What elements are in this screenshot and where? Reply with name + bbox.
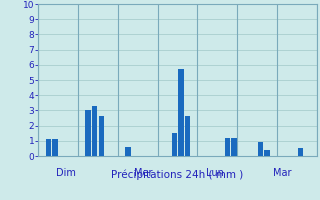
Bar: [85, 110, 91, 156]
X-axis label: Précipitations 24h ( mm ): Précipitations 24h ( mm ): [111, 170, 244, 180]
Bar: [178, 69, 184, 156]
Bar: [264, 150, 270, 156]
Text: Mer: Mer: [133, 168, 152, 178]
Bar: [225, 138, 230, 156]
Bar: [231, 138, 236, 156]
Bar: [46, 139, 51, 156]
Text: Mar: Mar: [273, 168, 291, 178]
Bar: [92, 106, 97, 156]
Text: Dim: Dim: [56, 168, 76, 178]
Bar: [298, 148, 303, 156]
Bar: [52, 139, 58, 156]
Bar: [258, 142, 263, 156]
Bar: [125, 147, 131, 156]
Text: Lun: Lun: [206, 168, 224, 178]
Bar: [172, 133, 177, 156]
Bar: [99, 116, 104, 156]
Bar: [185, 116, 190, 156]
